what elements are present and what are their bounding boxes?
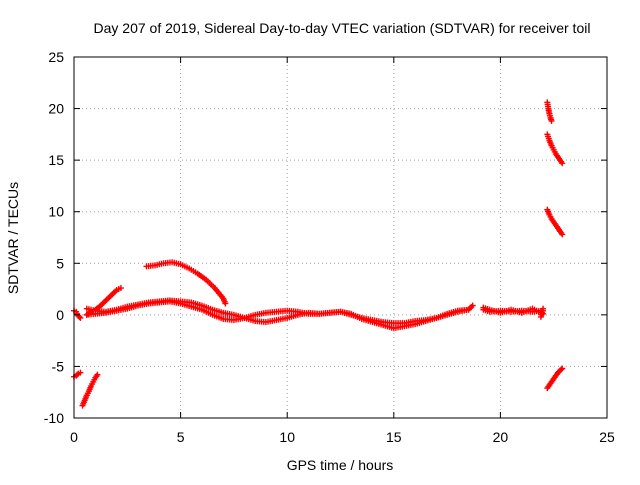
y-tick-label: 5: [56, 255, 64, 271]
y-tick-label: -10: [44, 410, 64, 426]
data-layer: [71, 99, 566, 409]
y-axis-label: SDTVAR / TECUs: [5, 182, 21, 294]
x-tick-label: 10: [279, 429, 295, 445]
data-point: [222, 300, 229, 307]
y-tick-label: 15: [48, 152, 64, 168]
y-tick-label: 0: [56, 307, 64, 323]
data-point: [469, 302, 476, 309]
x-tick-label: 20: [493, 429, 509, 445]
data-point: [558, 366, 565, 373]
data-point: [74, 371, 81, 378]
x-tick-label: 15: [386, 429, 402, 445]
data-point: [465, 306, 472, 313]
data-point: [77, 314, 84, 321]
data-point: [94, 371, 101, 378]
tick-layer: 0 5 10 15 20 25 -10 -5 0 5 10 15 20 25: [44, 49, 615, 445]
y-tick-label: -5: [52, 358, 65, 374]
data-point: [548, 117, 555, 124]
y-tick-label: 25: [48, 49, 64, 65]
data-point: [559, 160, 566, 167]
data-point: [117, 285, 124, 292]
x-tick-label: 5: [177, 429, 185, 445]
data-point: [540, 305, 547, 312]
data-point: [77, 369, 84, 376]
x-tick-label: 25: [599, 429, 615, 445]
y-tick-label: 20: [48, 101, 64, 117]
data-point: [559, 365, 566, 372]
chart-title: Day 207 of 2019, Sidereal Day-to-day VTE…: [94, 20, 591, 36]
y-tick-label: 10: [48, 204, 64, 220]
x-axis-label: GPS time / hours: [287, 457, 394, 473]
x-tick-label: 0: [70, 429, 78, 445]
data-point: [559, 231, 566, 238]
grid-layer: [74, 57, 607, 418]
plot-frame: [73, 56, 608, 419]
